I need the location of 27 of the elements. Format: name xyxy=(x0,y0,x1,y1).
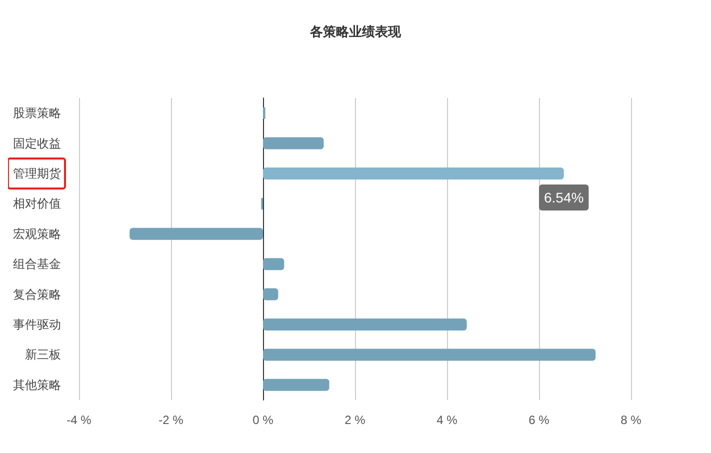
y-tick-label: 事件驱动 xyxy=(13,318,61,332)
bar xyxy=(263,258,284,270)
annotation: 6.54% xyxy=(544,190,584,206)
x-tick-label: 0 % xyxy=(252,413,274,427)
y-tick-label: 股票策略 xyxy=(13,106,61,120)
bar xyxy=(263,318,467,330)
y-tick-label: 其他策略 xyxy=(13,378,61,392)
x-tick-label: 6 % xyxy=(528,413,550,427)
x-tick-label: 8 % xyxy=(620,413,642,427)
chart-title: 各策略业绩表现 xyxy=(309,24,402,39)
y-tick-label: 新三板 xyxy=(25,348,61,362)
bar xyxy=(263,137,324,150)
y-tick-label: 固定收益 xyxy=(13,136,61,150)
bar xyxy=(263,288,278,300)
bar xyxy=(130,228,263,240)
x-tick-label: -4 % xyxy=(66,413,92,427)
x-tick-label: -2 % xyxy=(158,413,184,427)
bar xyxy=(263,348,596,361)
x-tick-label: 2 % xyxy=(344,413,366,427)
y-tick-label: 管理期货 xyxy=(13,166,61,180)
y-tick-label: 宏观策略 xyxy=(13,226,61,241)
x-tick-label: 4 % xyxy=(436,413,458,427)
y-tick-label: 复合策略 xyxy=(13,287,61,302)
y-tick-label: 组合基金 xyxy=(13,257,61,272)
bar xyxy=(263,378,330,391)
y-tick-label: 相对价值 xyxy=(13,196,61,211)
bar xyxy=(263,168,564,180)
